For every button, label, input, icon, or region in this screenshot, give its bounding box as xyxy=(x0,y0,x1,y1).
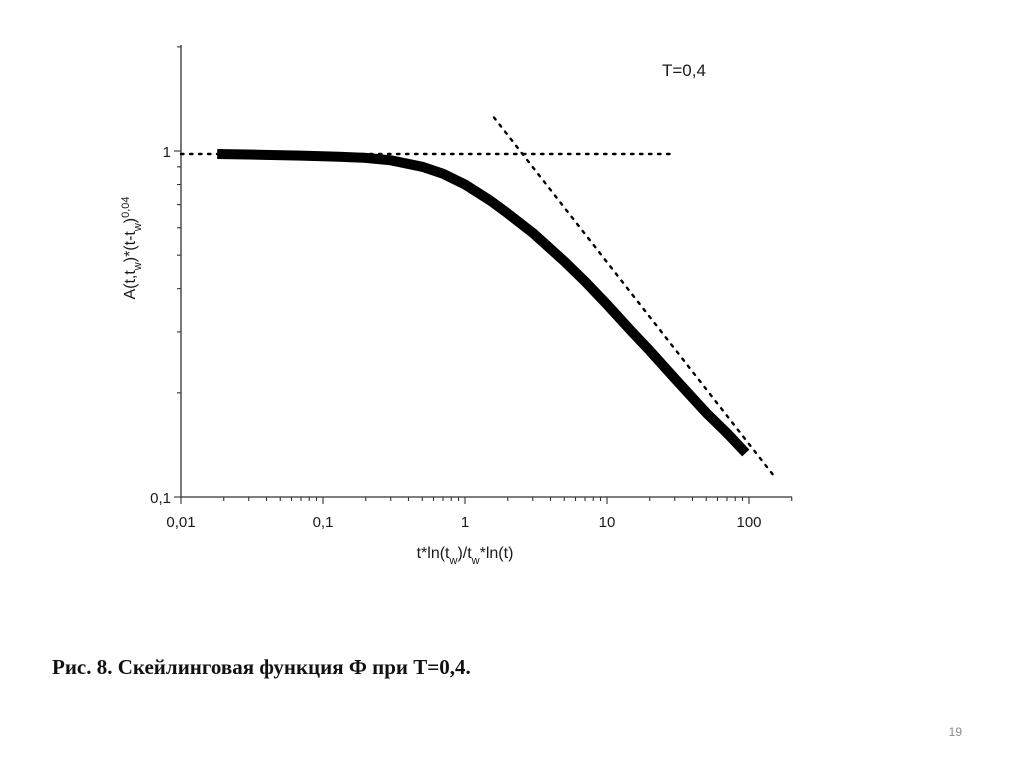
x-tick-label: 100 xyxy=(736,514,761,531)
y-tick-label: 1 xyxy=(163,144,171,161)
x-tick-label: 10 xyxy=(599,514,616,531)
y-axis-title: A(t,tw)*(t-tw)0,04 xyxy=(120,196,144,299)
dotted-guide-line xyxy=(492,116,776,478)
axis-title-part: t*ln(t xyxy=(417,545,450,562)
x-tick-label: 1 xyxy=(461,514,469,531)
x-axis-title: t*ln(tw)/tw*ln(t) xyxy=(417,545,514,567)
axes xyxy=(174,45,793,504)
axis-title-part: 0,04 xyxy=(120,196,132,217)
axis-title-part: ) xyxy=(122,218,139,223)
axis-title-part: A(t,t xyxy=(122,270,139,300)
axis-title-part: *ln(t) xyxy=(480,545,514,562)
axis-title-part: w xyxy=(471,555,480,567)
x-tick-label: 0,01 xyxy=(166,514,195,531)
y-tick-label: 0,1 xyxy=(150,490,171,507)
series-group xyxy=(179,116,776,478)
axis-title-part: w xyxy=(132,223,144,232)
x-tick-label: 0,1 xyxy=(313,514,334,531)
axis-title-part: )*(t-t xyxy=(122,231,139,263)
axis-title-part: w xyxy=(132,262,144,271)
tick-labels: 0,01 0,1 1 10 100 0,1 1 xyxy=(150,144,761,531)
page-number: 19 xyxy=(948,725,962,739)
data-curve xyxy=(217,149,750,457)
figure-caption: Рис. 8. Скейлинговая функция Ф при T=0,4… xyxy=(52,655,471,679)
axis-title-part: )/t xyxy=(457,545,472,562)
axis-title-part: w xyxy=(449,555,458,567)
annotation-label: T=0,4 xyxy=(662,61,706,80)
